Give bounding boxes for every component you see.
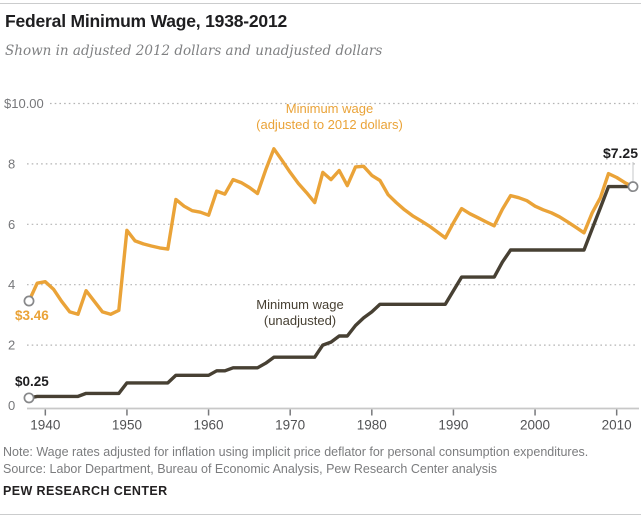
x-tick-label: 1990 (438, 418, 468, 433)
data-point-marker (23, 392, 35, 404)
unadjusted-series-label: Minimum wage (unadjusted) (230, 297, 370, 328)
adjusted-series-label: Minimum wage (adjusted to 2012 dollars) (237, 101, 422, 132)
unadjusted-series-label-line1: Minimum wage (256, 297, 344, 312)
unadjusted-line (28, 184, 633, 400)
end-value-label: $7.25 (602, 145, 638, 161)
y-tick-label: $10.00 (4, 96, 44, 111)
x-tick-label: 1940 (30, 418, 60, 433)
adjusted-series-label-line2: (adjusted to 2012 dollars) (256, 116, 403, 132)
y-tick-label: 8 (8, 156, 15, 171)
chart-subtitle: Shown in adjusted 2012 dollars and unadj… (5, 43, 383, 59)
top-divider (0, 3, 641, 4)
unadjusted-series-label-line2: (unadjusted) (263, 312, 337, 328)
y-tick-label: 2 (8, 338, 15, 353)
x-tick-label: 1980 (357, 418, 387, 433)
data-point-marker (23, 295, 35, 307)
bottom-divider (0, 514, 641, 515)
y-tick-label: 6 (8, 217, 15, 232)
x-tick-label: 1950 (112, 418, 142, 433)
y-tick-label: 4 (8, 277, 15, 292)
adjusted-start-value-label: $3.46 (15, 308, 49, 323)
data-point-marker (627, 181, 639, 193)
unadjusted-start-value-label: $0.25 (15, 374, 49, 389)
x-tick-label: 2010 (602, 418, 632, 433)
chart-title: Federal Minimum Wage, 1938-2012 (5, 11, 288, 31)
chart-note: Note: Wage rates adjusted for inflation … (3, 445, 589, 459)
chart-source: Source: Labor Department, Bureau of Econ… (3, 462, 497, 476)
pew-research-center-wordmark: PEW RESEARCH CENTER (3, 484, 168, 498)
adjusted-series-label-line1: Minimum wage (285, 101, 374, 116)
x-tick-label: 1970 (275, 418, 305, 433)
y-tick-label: 0 (8, 398, 15, 413)
x-tick-label: 2000 (520, 418, 550, 433)
x-tick-label: 1960 (194, 418, 224, 433)
adjusted-line (27, 147, 634, 316)
